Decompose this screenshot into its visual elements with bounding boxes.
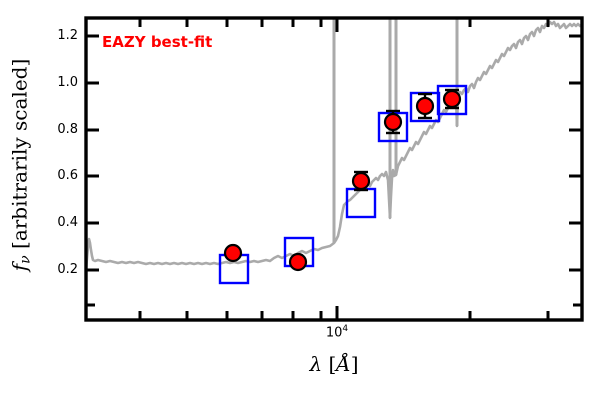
data-point — [351, 171, 371, 191]
x-axis-ticks-bottom — [138, 306, 550, 320]
y-tick-label: 1.2 — [57, 28, 78, 43]
data-point — [223, 243, 243, 263]
x-tick-mantissa: 10 — [325, 325, 343, 341]
x-axis-ticks-top — [138, 18, 550, 32]
y-tick-label: 0.8 — [57, 122, 78, 137]
data-point — [288, 252, 308, 272]
x-axis-label: λ [Å] — [309, 352, 359, 376]
data-point — [415, 96, 435, 116]
y-tick-label: 0.2 — [57, 262, 78, 277]
y-axis-ticks-right — [569, 34, 582, 307]
y-axis-ticks-left — [86, 34, 99, 307]
data-point — [442, 89, 462, 109]
x-tick-label: 104 — [312, 324, 362, 340]
y-tick-label: 1.0 — [57, 75, 78, 90]
data-point — [383, 112, 403, 132]
best-fit-spectrum — [86, 20, 582, 271]
x-tick-exponent: 4 — [342, 324, 349, 334]
model-square — [436, 84, 468, 116]
y-tick-label: 0.4 — [57, 215, 78, 230]
axes-frame — [84, 16, 584, 322]
y-tick-label: 0.6 — [57, 168, 78, 183]
eazy-bestfit-annotation: EAZY best-fit — [102, 33, 213, 51]
observed-photometry-points — [223, 89, 462, 272]
